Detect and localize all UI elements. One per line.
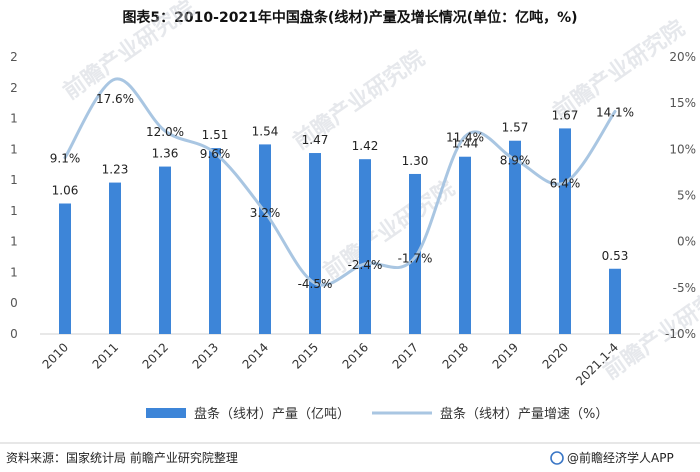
right-axis: -10% -5% 0% 5% 10% 15% 20% <box>665 50 696 341</box>
bar-label-2011: 1.23 <box>102 163 129 177</box>
x-tick-2016: 2016 <box>340 340 371 371</box>
footer-source: 资料来源：国家统计局 前瞻产业研究院整理 <box>6 450 238 465</box>
line-label-2018: 11.4% <box>446 130 484 144</box>
x-tick-2014: 2014 <box>240 340 271 371</box>
x-tick-2011: 2011 <box>90 340 121 371</box>
bar-label-2020: 1.67 <box>552 108 579 122</box>
bar-label-2015: 1.47 <box>302 133 329 147</box>
bar-2015 <box>309 153 321 334</box>
x-tick-2017: 2017 <box>390 340 421 371</box>
left-tick-1: 0 <box>10 296 18 310</box>
bar-label-2017: 1.30 <box>402 154 429 168</box>
right-tick-5: 15% <box>669 96 696 110</box>
line-label-2019: 8.9% <box>500 153 531 167</box>
bar-2019 <box>509 140 521 334</box>
bar-labels: 1.06 1.23 1.36 1.51 1.54 1.47 1.42 1.30 1.44 1.57… <box>52 108 629 262</box>
bar-label-2012: 1.36 <box>152 147 179 161</box>
legend: 盘条（线材）产量（亿吨） 盘条（线材）产量增速（%） <box>146 406 608 422</box>
legend-line-label: 盘条（线材）产量增速（%） <box>440 406 608 422</box>
x-tick-2013: 2013 <box>190 340 221 371</box>
bar-label-2010: 1.06 <box>52 184 79 198</box>
left-tick-9: 2 <box>10 50 18 64</box>
bar-2010 <box>59 203 71 334</box>
line-label-2021.1-4: 14.1% <box>596 105 634 119</box>
line-label-2011: 17.6% <box>96 92 134 106</box>
left-axis: 0 0 1 1 1 1 1 1 2 2 <box>10 50 18 341</box>
left-tick-5: 1 <box>10 173 18 187</box>
bar-label-2014: 1.54 <box>252 124 279 138</box>
line-label-2010: 9.1% <box>50 152 81 166</box>
right-tick-1: -5% <box>673 281 696 295</box>
line-label-2013: 9.6% <box>200 147 231 161</box>
right-tick-4: 10% <box>669 142 696 156</box>
watermark-1: 前瞻产业研究院 <box>319 175 460 285</box>
bar-label-2013: 1.51 <box>202 128 229 142</box>
footer-brand: @前瞻经济学人APP <box>567 450 674 465</box>
line-label-2012: 12.0% <box>146 125 184 139</box>
x-tick-2018: 2018 <box>440 340 471 371</box>
brand-logo-icon <box>550 451 564 465</box>
x-tick-2020: 2020 <box>540 340 571 371</box>
legend-bar-label: 盘条（线材）产量（亿吨） <box>194 406 350 422</box>
bar-2012 <box>159 166 171 334</box>
bar-2016 <box>359 159 371 334</box>
bar-label-2016: 1.42 <box>352 139 379 153</box>
line-label-2017: -1.7% <box>398 251 433 265</box>
line-label-2015: -4.5% <box>298 277 333 291</box>
x-tick-2010: 2010 <box>40 340 71 371</box>
line-label-2016: -2.4% <box>348 258 383 272</box>
bar-2020 <box>559 128 571 334</box>
bar-label-2021.1-4: 0.53 <box>602 249 629 263</box>
legend-bar-swatch <box>146 408 186 418</box>
line-label-2014: 3.2% <box>250 206 281 220</box>
growth-line <box>63 77 617 287</box>
bar-2017 <box>409 173 421 334</box>
right-tick-0: -10% <box>665 327 696 341</box>
left-tick-6: 1 <box>10 142 18 156</box>
x-tick-2012: 2012 <box>140 340 171 371</box>
bar-2018 <box>459 156 471 334</box>
brand-logo: @前瞻经济学人APP <box>550 450 674 465</box>
left-tick-7: 1 <box>10 112 18 126</box>
bar-2021.1-4 <box>609 268 621 334</box>
bars <box>59 128 621 334</box>
right-tick-2: 0% <box>677 235 696 249</box>
bar-2014 <box>259 144 271 334</box>
line-label-2020: 6.4% <box>550 177 581 191</box>
chart-title: 图表5：2010-2021年中国盘条(线材)产量及增长情况(单位：亿吨，%) <box>122 9 577 26</box>
left-tick-2: 1 <box>10 265 18 279</box>
growth-line-path <box>63 77 617 287</box>
bar-label-2018: 1.44 <box>452 137 479 151</box>
bar-2013 <box>209 148 221 334</box>
line-labels: 9.1% 17.6% 12.0% 9.6% 3.2% -4.5% -2.4% -1.7% 11.… <box>50 92 634 291</box>
x-tick-2019: 2019 <box>490 340 521 371</box>
x-tick-2015: 2015 <box>290 340 321 371</box>
left-tick-8: 2 <box>10 81 18 95</box>
right-tick-6: 20% <box>669 50 696 64</box>
x-axis: 2010 2011 2012 2013 2014 2015 2016 2017 2018 2019… <box>40 340 621 388</box>
right-tick-3: 5% <box>677 189 696 203</box>
left-tick-3: 1 <box>10 235 18 249</box>
bar-2011 <box>109 182 121 334</box>
bar-label-2019: 1.57 <box>502 121 529 135</box>
left-tick-0: 0 <box>10 327 18 341</box>
left-tick-4: 1 <box>10 204 18 218</box>
